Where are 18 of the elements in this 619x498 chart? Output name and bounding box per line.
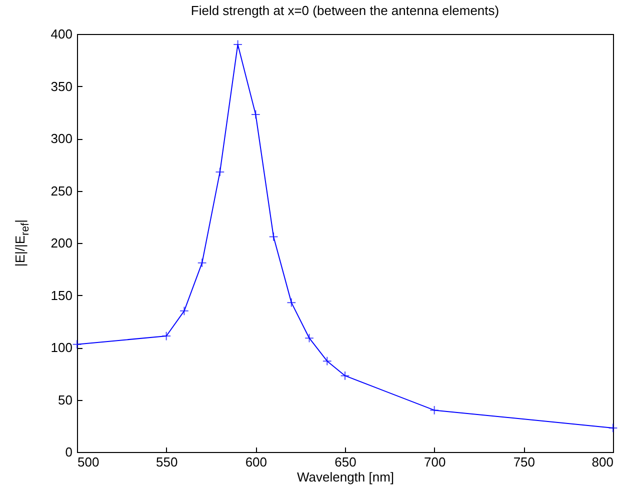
- x-tick-label: 600: [245, 454, 268, 470]
- x-tick-label: 700: [424, 454, 446, 470]
- chart-title: Field strength at x=0 (between the antenna elements): [190, 3, 500, 18]
- y-tick-label: 200: [50, 236, 72, 250]
- x-tick-label: 650: [334, 454, 356, 470]
- y-tick-label: 350: [50, 78, 72, 94]
- x-tick-label: 500: [78, 454, 100, 470]
- y-tick-label: 50: [58, 392, 72, 408]
- y-tick-label: 0: [65, 444, 72, 460]
- y-tick-label: 100: [50, 340, 72, 355]
- x-tick-label: 550: [156, 454, 178, 470]
- x-tick-label: 800: [592, 454, 614, 470]
- y-tick-label: 150: [50, 288, 72, 303]
- y-tick-label: 400: [50, 26, 72, 42]
- y-tick-label: 300: [50, 131, 72, 146]
- y-tick-label: 250: [50, 183, 72, 198]
- x-axis-title: Wavelength [nm]: [296, 470, 394, 484]
- x-tick-label: 750: [513, 454, 536, 470]
